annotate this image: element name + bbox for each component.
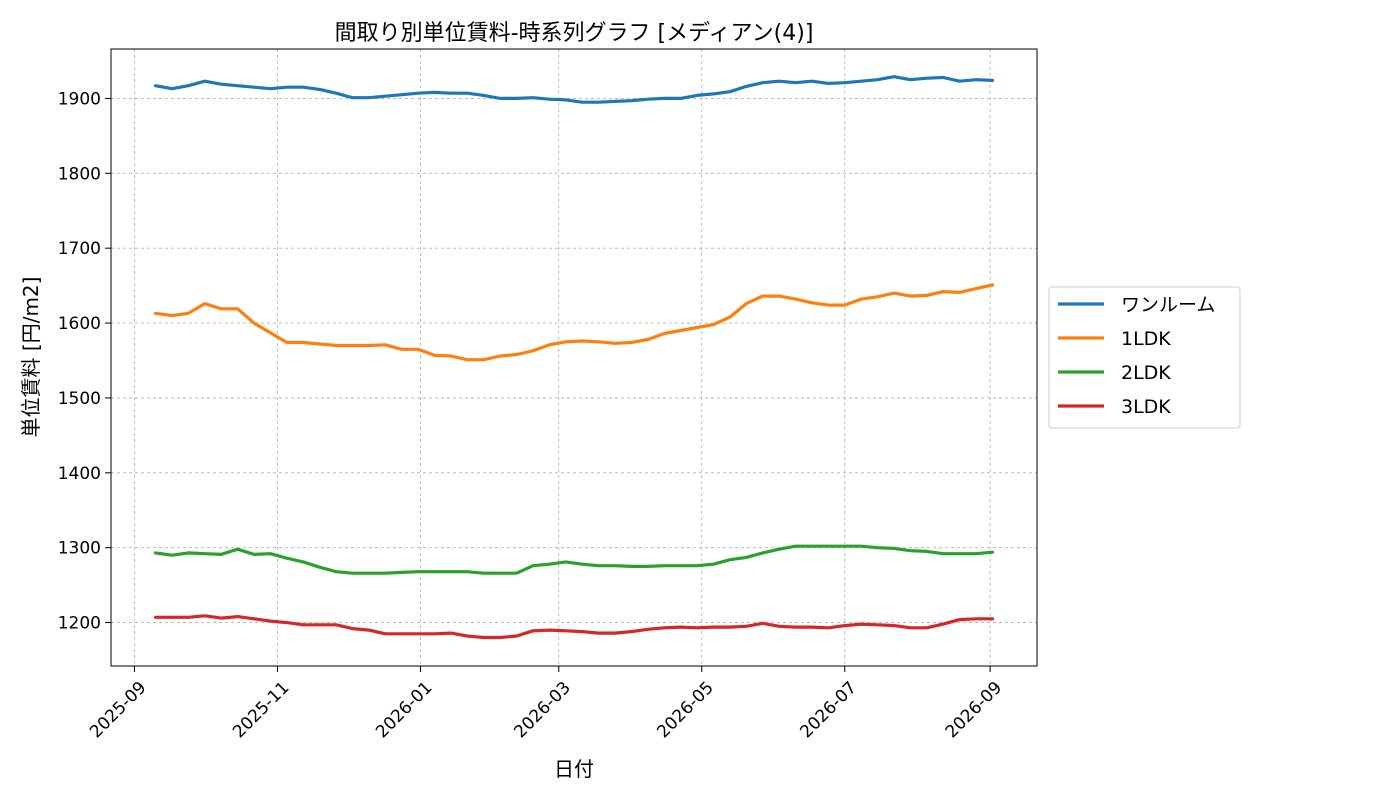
chart-title: 間取り別単位賃料-時系列グラフ [メディアン(4)] xyxy=(335,21,814,46)
series-lines xyxy=(153,75,995,640)
x-tick-label: 2026-03 xyxy=(510,678,574,742)
y-tick-label: 1700 xyxy=(58,239,101,259)
legend: ワンルーム 1LDK 2LDK 3LDK xyxy=(1048,286,1241,429)
series-line xyxy=(153,283,995,362)
grid-lines xyxy=(111,49,1037,666)
y-axis-label: 単位賃料 [円/m2] xyxy=(19,277,43,438)
legend-frame xyxy=(1048,286,1241,429)
y-tick-label: 1800 xyxy=(58,164,101,184)
legend-label: ワンルーム xyxy=(1121,294,1215,316)
x-axis-label: 日付 xyxy=(554,757,594,781)
x-tick-label: 2026-05 xyxy=(653,678,717,742)
y-tick-label: 1400 xyxy=(58,464,101,484)
plot-frame xyxy=(110,48,1038,667)
x-axis: 2025-09 2025-11 2026-01 2026-03 2026-05 2026-… xyxy=(86,666,1006,742)
y-tick-label: 1300 xyxy=(58,539,101,559)
y-tick-label: 1900 xyxy=(58,89,101,109)
y-tick-label: 1200 xyxy=(58,614,101,634)
series-line xyxy=(153,544,995,575)
y-axis: 1200 1300 1400 1500 1600 1700 1800 1900 xyxy=(58,89,111,634)
legend-label: 1LDK xyxy=(1121,328,1171,350)
series-line xyxy=(153,75,995,104)
y-tick-label: 1500 xyxy=(58,389,101,409)
x-tick-label: 2025-11 xyxy=(229,678,293,742)
x-tick-label: 2026-07 xyxy=(796,678,860,742)
x-tick-label: 2025-09 xyxy=(86,678,150,742)
legend-label: 3LDK xyxy=(1121,396,1171,418)
x-tick-label: 2026-01 xyxy=(372,678,436,742)
legend-label: 2LDK xyxy=(1121,362,1171,384)
y-tick-label: 1600 xyxy=(58,314,101,334)
series-line xyxy=(153,614,995,640)
x-tick-label: 2026-09 xyxy=(942,678,1006,742)
